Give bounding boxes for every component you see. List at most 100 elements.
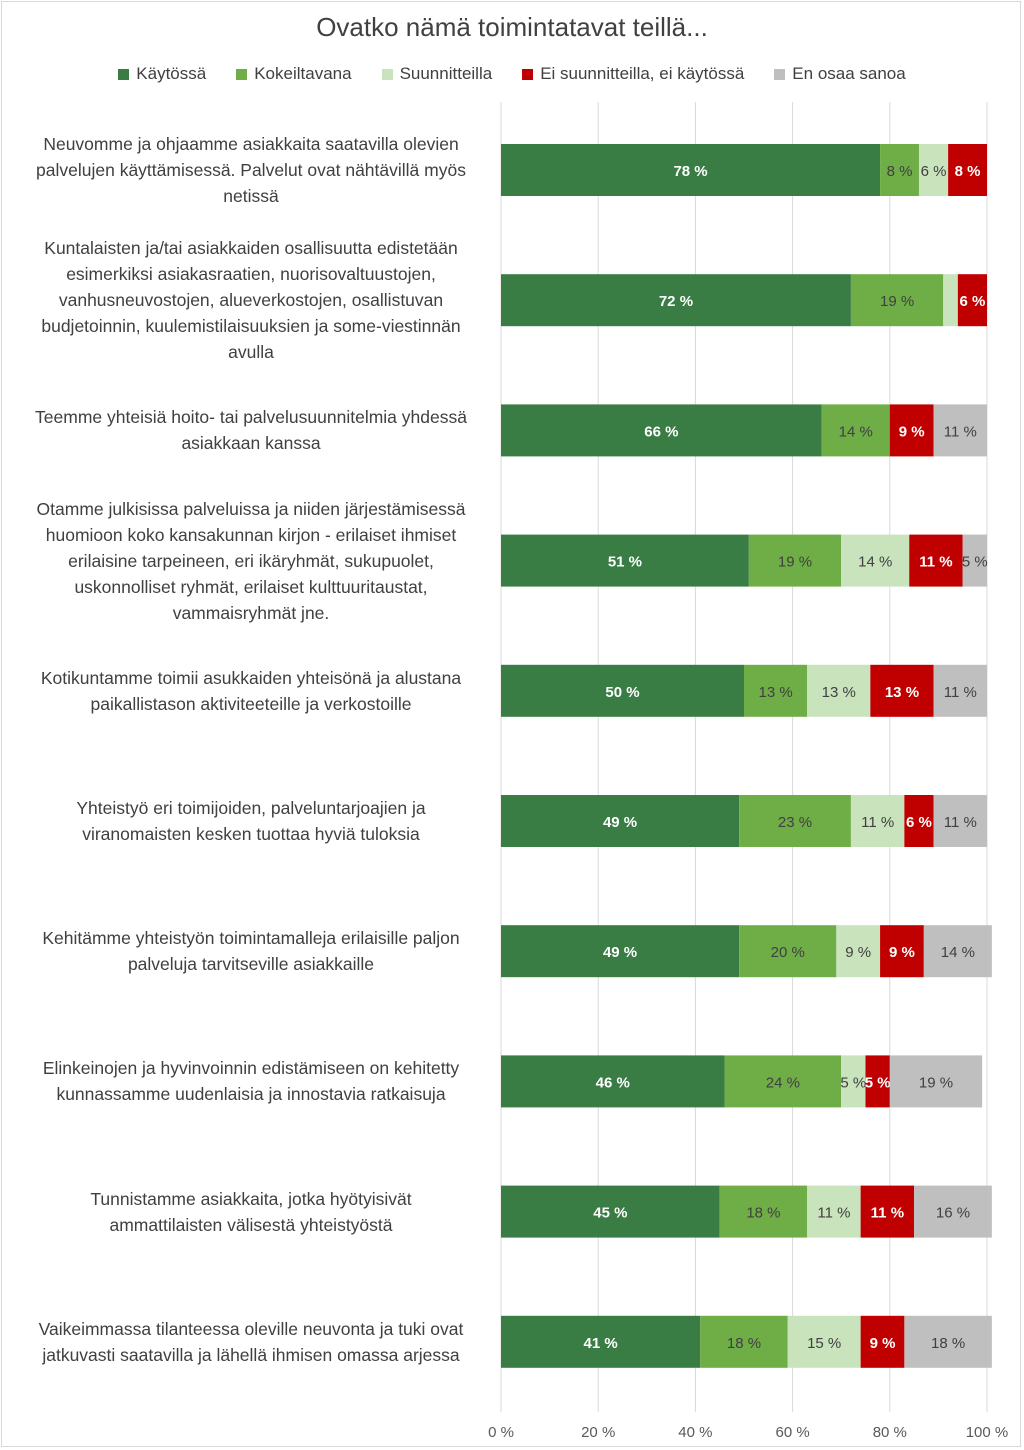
legend-swatch	[236, 68, 248, 80]
x-tick-label: 80 %	[873, 1424, 907, 1441]
category-label-line: Yhteistyö eri toimijoiden, palveluntarjo…	[76, 798, 426, 818]
bar-segment	[870, 664, 934, 717]
data-label: 5 %	[865, 1074, 891, 1091]
category-label-line: palvelujen käyttämisessä. Palvelut ovat …	[36, 160, 466, 180]
category-label-line: huomioon koko kansakunnan kirjon - erila…	[45, 524, 457, 545]
data-label: 14 %	[839, 423, 873, 440]
data-label: 9 %	[889, 944, 915, 961]
bar-segment	[501, 534, 749, 587]
bar-segment	[904, 1315, 992, 1368]
bar-segment	[918, 144, 949, 196]
category-label: Otamme julkisissa palveluissa ja niiden …	[6, 496, 496, 626]
data-label: 23 %	[778, 814, 812, 831]
category-label-line: vanhusneuvostojen, alueverkostojen, osal…	[58, 290, 444, 311]
bar-segment	[748, 534, 842, 587]
bar-segment	[933, 795, 987, 847]
legend-swatch	[522, 68, 534, 80]
bar-segment	[501, 144, 881, 196]
legend-swatch	[381, 68, 393, 80]
data-label: 11 %	[944, 423, 977, 440]
bar-segment	[501, 1315, 701, 1368]
data-label: 15 %	[807, 1335, 841, 1352]
category-label-line: viranomaisten kesken tuottaa hyviä tulok…	[82, 824, 420, 844]
bar-segment	[933, 664, 987, 717]
category-label: Vaikeimmassa tilanteessa oleville neuvon…	[6, 1316, 496, 1368]
x-tick-label: 60 %	[775, 1424, 809, 1441]
category-label-line: Teemme yhteisiä hoito- tai palvelusuunni…	[35, 407, 467, 428]
bar-segment	[501, 664, 744, 717]
data-label: 18 %	[727, 1335, 761, 1352]
bar-segment	[850, 795, 905, 847]
data-label: 8 %	[955, 163, 981, 180]
legend-label: Kokeiltavana	[254, 64, 352, 83]
category-label-line: budjetoinnin, kuulemistilaisuuksien ja s…	[41, 316, 461, 337]
category-label-line: Elinkeinojen ja hyvinvoinnin edistämisee…	[42, 1058, 460, 1079]
x-tick-label: 100 %	[966, 1424, 1009, 1441]
bar-segment	[841, 1055, 866, 1108]
data-label: 11 %	[944, 814, 977, 831]
data-label: 20 %	[771, 944, 805, 961]
data-label: 11 %	[919, 554, 952, 571]
bar-segment	[807, 1185, 861, 1238]
data-label: 11 %	[944, 684, 977, 701]
bar-segment	[962, 534, 987, 587]
bar-segment	[860, 1185, 915, 1238]
category-label: Kuntalaisten ja/tai asiakkaiden osallisu…	[6, 235, 496, 365]
bar-segment	[744, 664, 808, 717]
legend-item: Kokeiltavana	[236, 62, 352, 86]
bar-segment	[787, 1315, 861, 1368]
data-label: 19 %	[778, 554, 812, 571]
bar-segment	[860, 1315, 905, 1368]
data-label: 51 %	[608, 554, 642, 571]
bar-segment	[923, 925, 992, 978]
x-tick-label: 40 %	[678, 1424, 712, 1441]
legend-item: En osaa sanoa	[774, 62, 906, 86]
category-label-line: ammattilaisten välisestä yhteistyöstä	[109, 1214, 393, 1235]
data-label: 9 %	[845, 944, 871, 961]
category-label-line: paikallistason aktiviteeteille ja verkos…	[90, 693, 412, 714]
category-label: Yhteistyö eri toimijoiden, palveluntarjo…	[6, 795, 496, 847]
bar-segment	[889, 1055, 983, 1108]
category-label-line: uskonnolliset ryhmät, erilaiset kulttuur…	[74, 576, 428, 597]
data-label: 18 %	[931, 1335, 965, 1352]
bar-segment	[909, 534, 963, 587]
bar-segment	[880, 925, 924, 978]
bar-segment	[948, 144, 987, 196]
bar-segment	[501, 274, 851, 327]
bar-segment	[700, 1315, 788, 1368]
data-label: 5 %	[840, 1074, 866, 1091]
category-label-line: kunnassamme uudenlaisia ja innostavia ra…	[56, 1084, 446, 1105]
bar-segment	[933, 404, 987, 457]
data-label: 11 %	[817, 1205, 850, 1222]
bar-segment	[739, 925, 837, 978]
data-label: 45 %	[593, 1205, 627, 1222]
bar-segment	[501, 404, 822, 457]
category-label-line: netissä	[223, 186, 279, 206]
data-label: 46 %	[596, 1074, 630, 1091]
bar-segment	[889, 404, 934, 457]
legend-label: Suunnitteilla	[399, 64, 493, 83]
bar-segment	[724, 1055, 842, 1108]
category-label-line: avulla	[228, 342, 274, 363]
bar-segment	[501, 925, 740, 978]
data-label: 19 %	[880, 293, 914, 310]
data-label: 6 %	[921, 163, 947, 180]
category-label-line: Otamme julkisissa palveluissa ja niiden …	[36, 498, 466, 519]
bar-segment	[807, 664, 871, 717]
chart-title: Ovatko nämä toimintatavat teillä...	[316, 12, 708, 42]
data-label: 14 %	[858, 554, 892, 571]
bar-segment	[501, 1185, 720, 1238]
legend-swatch	[774, 68, 786, 80]
data-label: 5 %	[962, 554, 988, 571]
data-label: 6 %	[959, 293, 985, 310]
category-label-line: erilaisine tarpeineen, eri ikäryhmät, su…	[68, 550, 434, 571]
category-label: Teemme yhteisiä hoito- tai palvelusuunni…	[6, 404, 496, 456]
bar-segment	[850, 274, 944, 327]
legend-item: Käytössä	[118, 62, 206, 86]
bar-segment	[821, 404, 890, 457]
category-label: Kotikuntamme toimii asukkaiden yhteisönä…	[6, 665, 496, 717]
data-label: 6 %	[906, 814, 932, 831]
data-label: 50 %	[605, 684, 639, 701]
data-label: 24 %	[766, 1074, 800, 1091]
